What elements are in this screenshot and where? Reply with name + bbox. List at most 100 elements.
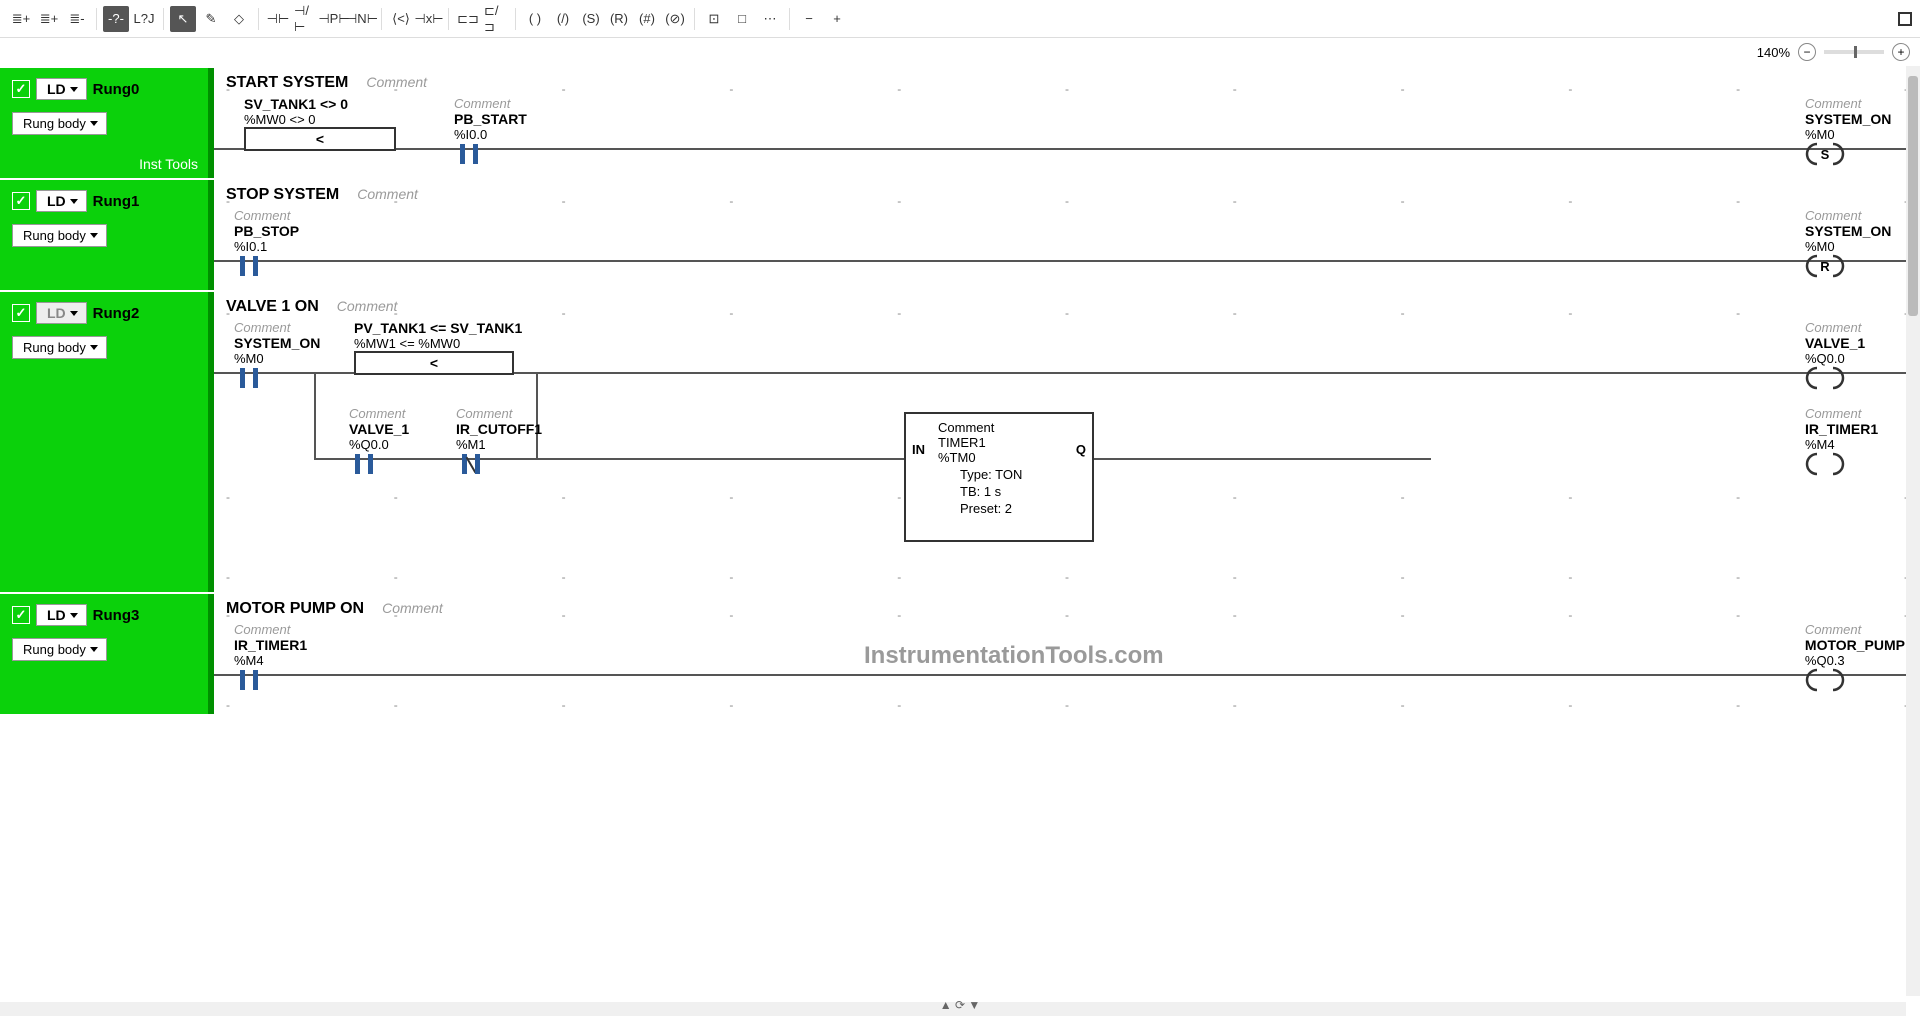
rung-type-dropdown[interactable]: LD [36,604,87,626]
timer-block[interactable]: Comment IN Q TIMER1 %TM0 Type: TONTB: 1 … [904,412,1094,542]
toolbar-button[interactable]: ⊣x⊢ [416,6,442,32]
rung-body[interactable]: START SYSTEMComment----------- SV_TANK1 … [208,68,1920,178]
rung-comment[interactable]: Comment [382,600,443,616]
rung-body-dropdown[interactable]: Rung body [12,638,107,661]
toolbar-button[interactable]: L?J [131,6,157,32]
timer-param: Type: TON [960,467,1082,482]
toolbar-button[interactable]: (⊘) [662,6,688,32]
zoom-slider[interactable] [1824,50,1884,54]
element-label: PV_TANK1 <= SV_TANK1 [354,320,522,336]
coil-icon: R [1805,254,1845,278]
coil[interactable]: Comment SYSTEM_ON %M0 S [1805,96,1905,166]
toolbar-button[interactable]: ( ) [522,6,548,32]
rung-body-dropdown[interactable]: Rung body [12,224,107,247]
rung-name: Rung1 [93,193,140,210]
inst-tools-label: Inst Tools [139,156,198,172]
contact-no[interactable]: Comment PB_START %I0.0 [454,96,527,166]
element-address: %M4 [234,653,307,668]
element-label: VALVE_1 [1805,335,1905,351]
toolbar-button[interactable]: ⊣P⊢ [321,6,347,32]
rung-type-dropdown[interactable]: LD [36,302,87,324]
coil-icon: S [1805,142,1845,166]
element-comment: Comment [234,622,307,637]
rung-check-icon: ✓ [12,80,30,98]
toolbar-button[interactable]: -?- [103,6,129,32]
element-comment: Comment [234,320,320,335]
rung-type-dropdown[interactable]: LD [36,78,87,100]
toolbar-button[interactable]: ⋯ [757,6,783,32]
toolbar-button[interactable]: ⊣N⊢ [349,6,375,32]
coil[interactable]: Comment SYSTEM_ON %M0 R [1805,208,1905,278]
toolbar-sep [694,8,695,30]
grid-markers: ----------- [224,570,1910,584]
scrollbar-thumb[interactable] [1908,76,1918,316]
grid-markers: ----------- [224,698,1910,712]
toolbar-button[interactable]: ⊣⊢ [265,6,291,32]
element-comment: Comment [1805,96,1905,111]
element-address: %I0.1 [234,239,299,254]
toolbar-button[interactable]: (/) [550,6,576,32]
contact-no[interactable]: Comment VALVE_1 %Q0.0 [349,406,409,476]
compare-block[interactable]: PV_TANK1 <= SV_TANK1 %MW1 <= %MW0 < [354,320,522,375]
toolbar-button[interactable]: ⊏⊐ [455,6,481,32]
maximize-icon [1898,12,1912,26]
toolbar-plus-button[interactable]: + [824,6,850,32]
rung-body[interactable]: VALVE 1 ONComment-----------------------… [208,292,1920,592]
rung-comment[interactable]: Comment [357,186,418,202]
maximize-button[interactable] [1898,12,1912,26]
toolbar-button[interactable]: ⊣/⊢ [293,6,319,32]
compare-block[interactable]: SV_TANK1 <> 0 %MW0 <> 0 < [244,96,396,151]
toolbar-button[interactable]: ≣- [64,6,90,32]
toolbar-button[interactable]: ◇ [226,6,252,32]
timer-param: Preset: 2 [960,501,1082,516]
toolbar-button[interactable]: ≣+ [36,6,62,32]
toolbar-button[interactable]: (R) [606,6,632,32]
footer-collapse-bar[interactable]: ▲ ⟳ ▼ [940,998,980,1012]
rung-name: Rung0 [93,81,140,98]
contact-no[interactable]: Comment SYSTEM_ON %M0 [234,320,320,390]
rung-header: ✓ LD Rung0 Rung body Inst Tools [0,68,208,178]
rung-name: Rung2 [93,305,140,322]
toolbar-sep [515,8,516,30]
coil[interactable]: Comment IR_TIMER1 %M4 [1805,406,1905,476]
rung-body[interactable]: MOTOR PUMP ONComment--------------------… [208,594,1920,714]
vertical-scrollbar[interactable] [1906,66,1920,996]
coil[interactable]: Comment VALVE_1 %Q0.0 [1805,320,1905,390]
rung-body[interactable]: STOP SYSTEMComment----------- Comment PB… [208,180,1920,290]
element-address: %M1 [456,437,542,452]
element-address: %MW0 <> 0 [244,112,396,127]
timer-param: TB: 1 s [960,484,1082,499]
toolbar-button[interactable]: (#) [634,6,660,32]
zoom-in-button[interactable]: + [1892,43,1910,61]
contact-no[interactable]: Comment IR_TIMER1 %M4 [234,622,307,692]
zoom-out-button[interactable]: − [1798,43,1816,61]
coil[interactable]: Comment MOTOR_PUMP %Q0.3 [1805,622,1905,692]
toolbar-minus-button[interactable]: − [796,6,822,32]
element-label: PB_STOP [234,223,299,239]
rung-comment[interactable]: Comment [337,298,398,314]
rung-wire [214,674,1914,676]
toolbar-button[interactable]: ✎ [198,6,224,32]
rung: ✓ LD Rung0 Rung body Inst Tools START SY… [0,66,1920,178]
element-label: IR_CUTOFF1 [456,421,542,437]
contact-nc-icon [456,452,486,476]
rung-body-dropdown[interactable]: Rung body [12,112,107,135]
toolbar-button[interactable]: ↖ [170,6,196,32]
contact-nc[interactable]: Comment IR_CUTOFF1 %M1 [456,406,542,476]
toolbar-button[interactable]: ⊡ [701,6,727,32]
rung-comment[interactable]: Comment [366,74,427,90]
toolbar-button[interactable]: □ [729,6,755,32]
element-label: SYSTEM_ON [234,335,320,351]
rung-body-dropdown[interactable]: Rung body [12,336,107,359]
rung-header: ✓ LD Rung1 Rung body [0,180,208,290]
rung-type-dropdown[interactable]: LD [36,190,87,212]
toolbar-button[interactable]: ⊏/⊐ [483,6,509,32]
toolbar-button[interactable]: (S) [578,6,604,32]
toolbar-button[interactable]: ⟨<⟩ [388,6,414,32]
toolbar-button[interactable]: ≣+ [8,6,34,32]
branch-wire [536,458,904,460]
rung: ✓ LD Rung2 Rung body VALVE 1 ONComment--… [0,290,1920,592]
toolbar-sep [448,8,449,30]
contact-no[interactable]: Comment PB_STOP %I0.1 [234,208,299,278]
element-comment: Comment [454,96,527,111]
